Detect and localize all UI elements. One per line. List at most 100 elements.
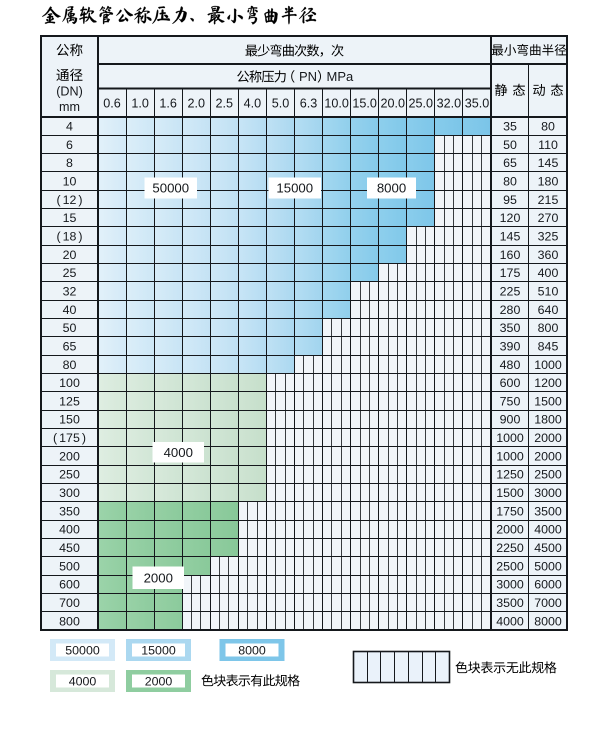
svg-text:100: 100 bbox=[59, 376, 80, 390]
svg-text:12: 12 bbox=[63, 193, 77, 207]
svg-text:3000: 3000 bbox=[496, 578, 524, 592]
svg-text:110: 110 bbox=[538, 138, 558, 152]
svg-text:510: 510 bbox=[538, 284, 559, 298]
svg-text:25.0: 25.0 bbox=[409, 97, 434, 111]
svg-text:15.0: 15.0 bbox=[352, 97, 377, 111]
svg-text:600: 600 bbox=[59, 578, 80, 592]
svg-text:2000: 2000 bbox=[496, 523, 524, 537]
svg-text:2.0: 2.0 bbox=[187, 97, 205, 111]
svg-text:2000: 2000 bbox=[144, 570, 173, 585]
svg-text:1500: 1500 bbox=[496, 486, 524, 500]
svg-text:4000: 4000 bbox=[496, 614, 524, 628]
svg-text:65: 65 bbox=[63, 339, 77, 353]
svg-text:900: 900 bbox=[500, 413, 521, 427]
svg-text:8: 8 bbox=[66, 156, 73, 170]
svg-text:1750: 1750 bbox=[496, 504, 524, 518]
svg-text:4500: 4500 bbox=[534, 541, 562, 555]
svg-text:MPa: MPa bbox=[327, 69, 355, 84]
svg-text:0.6: 0.6 bbox=[103, 97, 121, 111]
svg-text:150: 150 bbox=[59, 413, 80, 427]
svg-text:200: 200 bbox=[59, 449, 80, 463]
svg-text:225: 225 bbox=[500, 284, 521, 298]
svg-text:2250: 2250 bbox=[496, 541, 524, 555]
svg-text:125: 125 bbox=[59, 394, 80, 408]
svg-text:50: 50 bbox=[503, 138, 517, 152]
svg-text:8000: 8000 bbox=[534, 614, 562, 628]
svg-text:3500: 3500 bbox=[534, 504, 562, 518]
svg-text:400: 400 bbox=[59, 523, 80, 537]
svg-text:2.5: 2.5 bbox=[216, 97, 234, 111]
svg-text:7000: 7000 bbox=[534, 596, 562, 610]
svg-text:350: 350 bbox=[59, 504, 80, 518]
svg-text:800: 800 bbox=[538, 321, 559, 335]
svg-text:2500: 2500 bbox=[534, 468, 562, 482]
svg-text:mm: mm bbox=[59, 100, 80, 114]
svg-text:1800: 1800 bbox=[534, 413, 562, 427]
svg-text:3500: 3500 bbox=[496, 596, 524, 610]
svg-text:DN: DN bbox=[60, 85, 78, 99]
svg-text:(: ( bbox=[56, 230, 61, 244]
svg-text:2500: 2500 bbox=[496, 559, 524, 573]
svg-text:80: 80 bbox=[503, 175, 517, 189]
svg-text:1.6: 1.6 bbox=[159, 97, 177, 111]
svg-text:280: 280 bbox=[500, 303, 521, 317]
svg-text:4000: 4000 bbox=[164, 445, 193, 460]
svg-text:2000: 2000 bbox=[534, 431, 562, 445]
svg-text:400: 400 bbox=[538, 266, 559, 280]
svg-text:500: 500 bbox=[59, 559, 80, 573]
svg-text:6.3: 6.3 bbox=[300, 97, 318, 111]
svg-text:80: 80 bbox=[541, 120, 555, 134]
svg-text:270: 270 bbox=[538, 211, 559, 225]
svg-text:215: 215 bbox=[538, 193, 559, 207]
svg-text:50000: 50000 bbox=[152, 181, 189, 196]
svg-text:600: 600 bbox=[500, 376, 521, 390]
svg-text:25: 25 bbox=[63, 266, 77, 280]
svg-text:120: 120 bbox=[500, 211, 521, 225]
svg-text:845: 845 bbox=[538, 339, 559, 353]
svg-text:180: 180 bbox=[538, 175, 559, 189]
svg-text:50000: 50000 bbox=[65, 643, 100, 657]
svg-text:4: 4 bbox=[66, 120, 73, 134]
svg-text:480: 480 bbox=[500, 358, 521, 372]
svg-text:65: 65 bbox=[503, 156, 517, 170]
svg-text:3000: 3000 bbox=[534, 486, 562, 500]
svg-text:50: 50 bbox=[63, 321, 77, 335]
svg-text:1000: 1000 bbox=[534, 358, 562, 372]
svg-text:32: 32 bbox=[63, 284, 77, 298]
svg-text:350: 350 bbox=[500, 321, 521, 335]
svg-text:4000: 4000 bbox=[534, 523, 562, 537]
svg-text:300: 300 bbox=[59, 486, 80, 500]
svg-text:35.0: 35.0 bbox=[465, 97, 490, 111]
svg-text:40: 40 bbox=[63, 303, 77, 317]
svg-text:5.0: 5.0 bbox=[272, 97, 290, 111]
svg-text:6000: 6000 bbox=[534, 578, 562, 592]
svg-text:10: 10 bbox=[63, 175, 77, 189]
svg-text:390: 390 bbox=[500, 339, 521, 353]
svg-text:4.0: 4.0 bbox=[244, 97, 262, 111]
svg-text:1000: 1000 bbox=[496, 449, 524, 463]
svg-text:(: ( bbox=[56, 85, 61, 99]
svg-text:8000: 8000 bbox=[238, 643, 266, 657]
svg-text:20: 20 bbox=[63, 248, 77, 262]
svg-text:2000: 2000 bbox=[145, 674, 173, 688]
svg-text:800: 800 bbox=[59, 614, 80, 628]
svg-text:1500: 1500 bbox=[534, 394, 562, 408]
svg-text:15: 15 bbox=[63, 211, 77, 225]
svg-text:750: 750 bbox=[500, 394, 521, 408]
svg-text:4000: 4000 bbox=[69, 674, 97, 688]
svg-text:175: 175 bbox=[500, 266, 521, 280]
svg-text:2000: 2000 bbox=[534, 449, 562, 463]
svg-text:160: 160 bbox=[500, 248, 521, 262]
svg-text:1000: 1000 bbox=[496, 431, 524, 445]
svg-text:360: 360 bbox=[538, 248, 559, 262]
svg-text:5000: 5000 bbox=[534, 559, 562, 573]
svg-text:): ) bbox=[78, 193, 82, 207]
svg-text:175: 175 bbox=[59, 431, 80, 445]
svg-text:80: 80 bbox=[63, 358, 77, 372]
svg-text:95: 95 bbox=[503, 193, 517, 207]
svg-text:PN: PN bbox=[299, 69, 317, 84]
svg-text:32.0: 32.0 bbox=[437, 97, 462, 111]
svg-text:): ) bbox=[78, 230, 82, 244]
svg-text:250: 250 bbox=[59, 468, 80, 482]
svg-text:(: ( bbox=[53, 431, 58, 445]
